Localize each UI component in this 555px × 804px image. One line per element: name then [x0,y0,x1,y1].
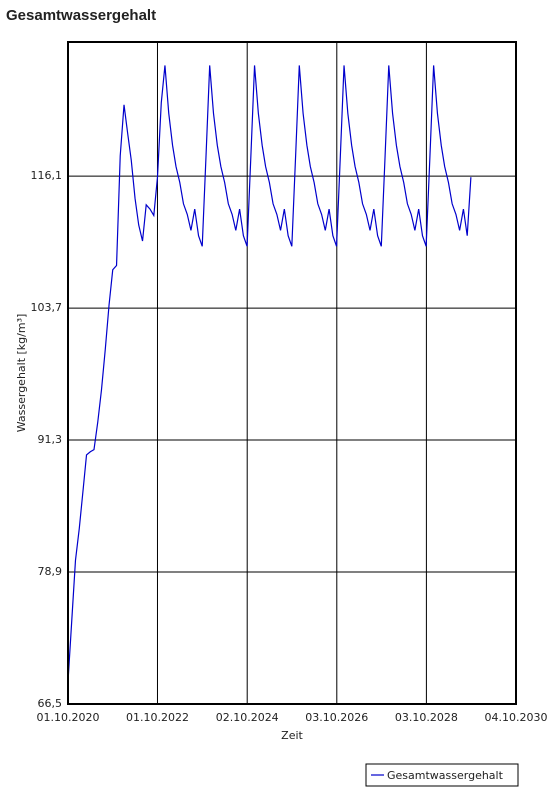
plot-frame [67,41,517,705]
x-tick-label: 03.10.2026 [305,711,368,724]
x-axis-label: Zeit [281,729,303,742]
y-tick-label: 91,3 [38,433,63,446]
x-tick-label: 04.10.2030 [485,711,548,724]
data-line [67,65,472,682]
y-axis-label: Wassergehalt [kg/m³] [15,314,28,433]
y-tick-label: 66,5 [38,697,63,710]
y-tick-label: 103,7 [31,301,63,314]
plot-area [68,42,516,704]
x-tick-label: 02.10.2024 [216,711,279,724]
y-tick-label: 116,1 [31,169,63,182]
legend-box [365,763,519,787]
x-tick-label: 03.10.2028 [395,711,458,724]
x-tick-label: 01.10.2020 [37,711,100,724]
chart-title: Gesamtwassergehalt [6,7,156,24]
y-tick-label: 78,9 [38,565,63,578]
x-tick-label: 01.10.2022 [126,711,189,724]
legend-label: Gesamtwassergehalt [387,769,504,782]
